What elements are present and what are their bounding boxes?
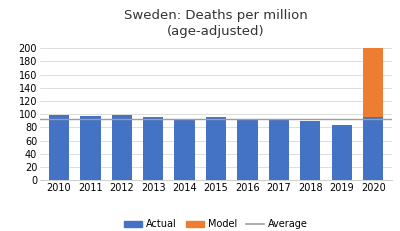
Bar (237, 120, 258, 180)
Bar (269, 120, 289, 180)
Bar (206, 118, 226, 180)
Bar (174, 119, 195, 180)
Bar (363, 48, 383, 180)
Bar (363, 118, 383, 180)
Bar (49, 115, 69, 180)
Bar (300, 122, 320, 180)
Title: Sweden: Deaths per million
(age-adjusted): Sweden: Deaths per million (age-adjusted… (124, 9, 308, 38)
Bar (143, 118, 163, 180)
Legend: Actual, Model, Average: Actual, Model, Average (120, 216, 312, 231)
Bar (80, 116, 100, 180)
Bar (332, 125, 352, 180)
Bar (112, 115, 132, 180)
